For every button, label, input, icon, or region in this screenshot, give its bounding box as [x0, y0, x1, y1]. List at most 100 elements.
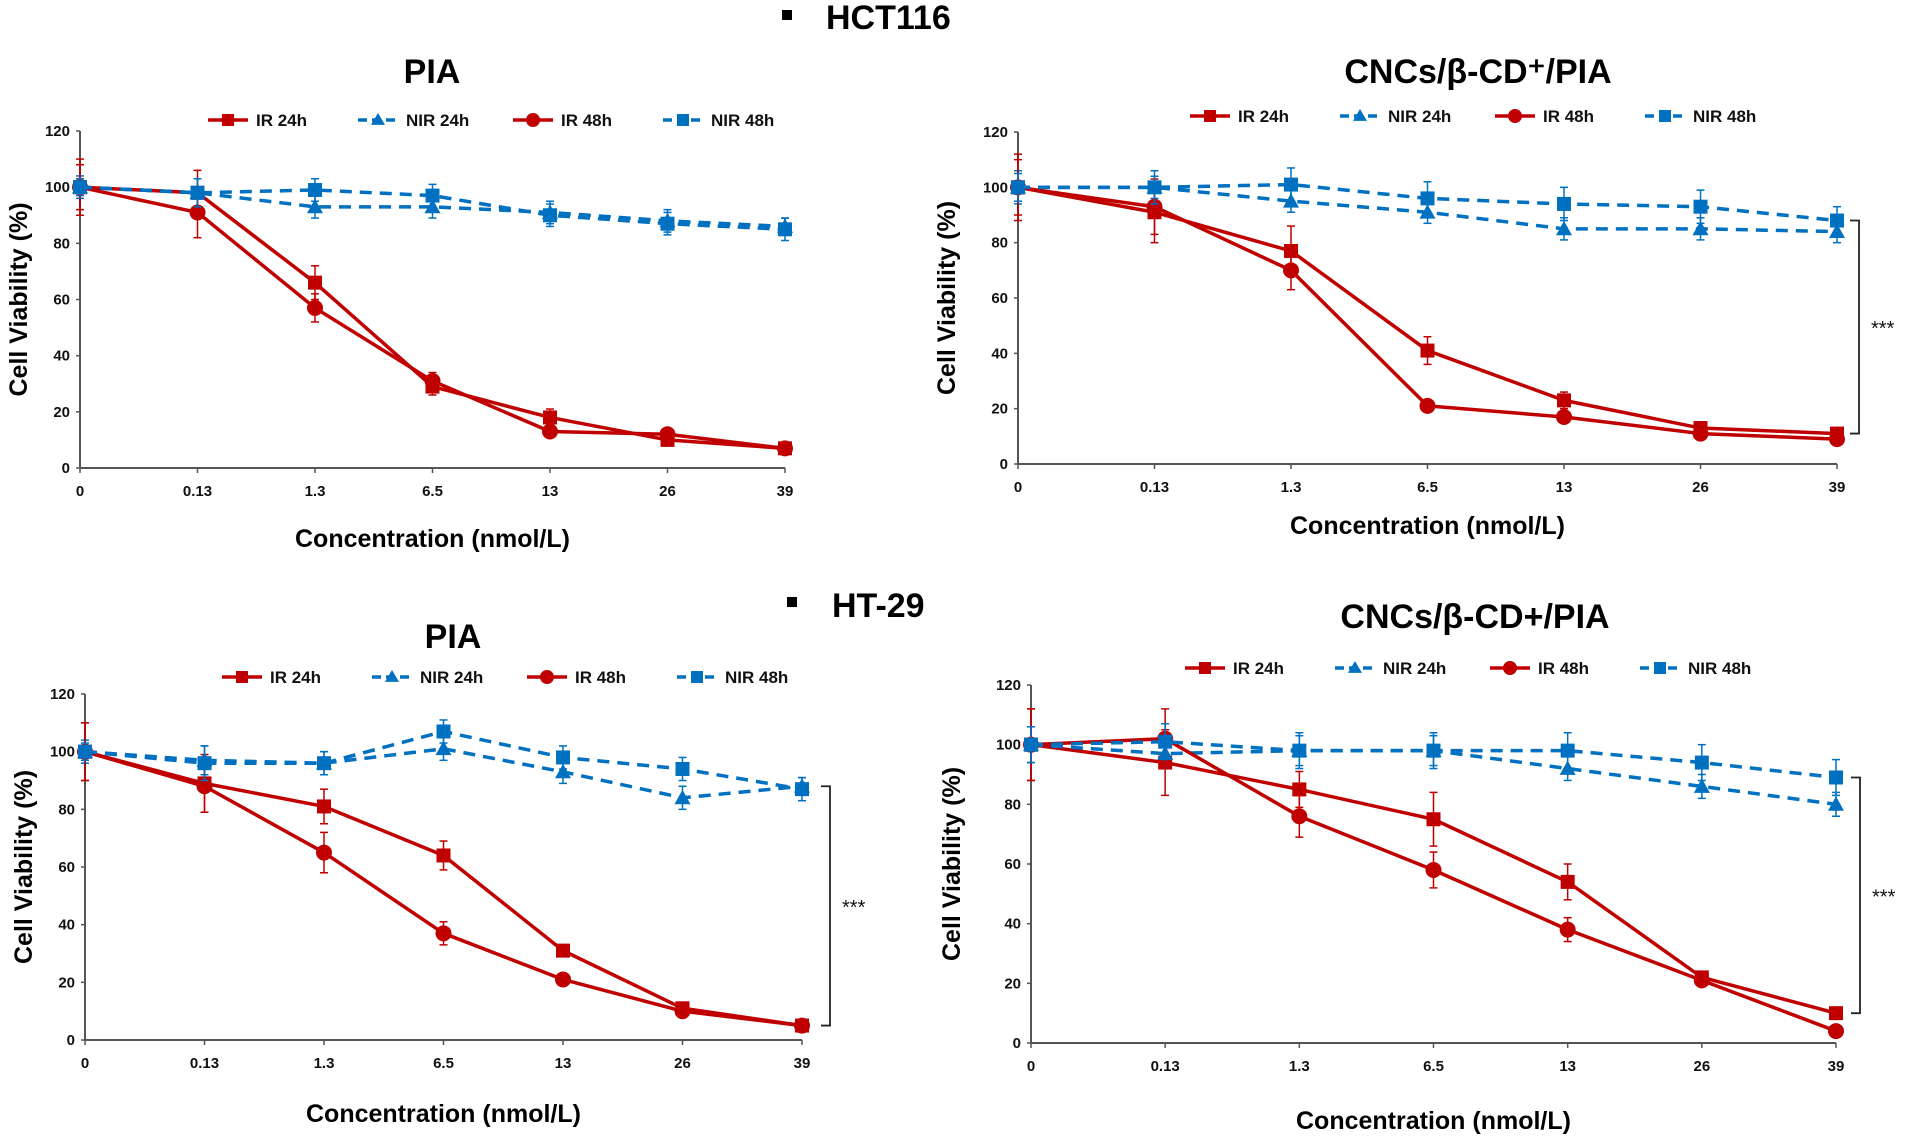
bracket-line — [1851, 776, 1861, 1015]
data-point-circle — [542, 423, 558, 440]
data-point-square — [1426, 812, 1441, 827]
chart-title: PIA — [404, 53, 461, 91]
data-point-circle — [674, 1003, 691, 1020]
legend-label: IR 48h — [575, 668, 626, 687]
series-line — [1017, 185, 1838, 436]
legend-item: NIR 48h — [677, 668, 788, 687]
y-tick-label: 20 — [58, 974, 75, 991]
legend-marker-triangle-icon — [371, 113, 385, 125]
x-tick-label: 6.5 — [422, 483, 443, 500]
series-ir-48h — [77, 722, 810, 1034]
legend-label: NIR 48h — [725, 668, 788, 687]
x-tick-label: 0.13 — [1140, 479, 1169, 496]
y-tick-label: 120 — [50, 686, 75, 703]
x-tick-label: 39 — [794, 1055, 811, 1072]
data-point-triangle — [1692, 220, 1709, 236]
y-tick-label: 80 — [58, 801, 75, 818]
x-tick-label: 6.5 — [1417, 479, 1438, 496]
x-tick-label: 39 — [1829, 479, 1846, 496]
series-ir-24h — [78, 722, 809, 1033]
data-point-square — [1426, 743, 1441, 758]
x-tick-label: 26 — [674, 1055, 691, 1072]
section-title: HT-29 — [832, 587, 925, 625]
data-point-square — [1557, 196, 1571, 211]
x-tick-label: 13 — [1559, 1058, 1576, 1075]
series-line — [79, 185, 786, 451]
x-tick-label: 0 — [81, 1055, 89, 1072]
data-point-circle — [659, 426, 676, 443]
legend-item: NIR 24h — [372, 668, 483, 687]
data-point-circle — [435, 925, 452, 942]
legend-marker-triangle-icon — [385, 670, 399, 682]
data-point-square — [308, 182, 322, 197]
data-point-triangle — [674, 789, 691, 805]
y-tick-label: 20 — [991, 401, 1008, 418]
section-header-hct116: HCT116 — [782, 0, 951, 37]
data-point-square — [1024, 737, 1038, 752]
data-point-circle — [1693, 972, 1710, 989]
data-point-square — [1292, 782, 1307, 797]
section-header-ht29: HT-29 — [787, 587, 925, 625]
data-point-square — [78, 744, 92, 759]
section-bullet-icon — [782, 10, 792, 20]
data-point-square — [1284, 177, 1298, 192]
data-point-square — [1693, 199, 1708, 214]
legend-marker-square-icon — [1654, 662, 1666, 674]
data-point-circle — [1425, 861, 1442, 878]
legend-marker-circle-icon — [1508, 109, 1522, 123]
section-bullet-icon — [787, 597, 797, 607]
y-tick-label: 120 — [983, 124, 1008, 141]
data-point-square — [778, 222, 792, 237]
data-point-triangle — [1556, 220, 1572, 236]
data-point-square — [543, 208, 557, 223]
x-tick-label: 13 — [542, 483, 559, 500]
legend-marker-square-icon — [236, 671, 248, 683]
legend-item: IR 48h — [527, 668, 626, 687]
x-tick-label: 26 — [1692, 479, 1709, 496]
legend-marker-circle-icon — [1503, 661, 1517, 675]
series-line — [79, 185, 786, 451]
y-tick-label: 40 — [991, 345, 1008, 362]
data-point-square — [1011, 180, 1025, 195]
legend-label: NIR 24h — [1383, 659, 1446, 678]
x-tick-label: 39 — [1828, 1058, 1845, 1075]
legend-item: IR 24h — [208, 111, 307, 130]
x-tick-label: 6.5 — [433, 1055, 454, 1072]
y-tick-label: 40 — [58, 917, 75, 934]
data-point-square — [1560, 874, 1575, 889]
x-tick-label: 1.3 — [305, 483, 326, 500]
data-point-square — [556, 750, 570, 765]
significance-label: *** — [842, 897, 866, 919]
y-axis-label: Cell Viability (%) — [938, 767, 966, 961]
legend-item: IR 24h — [1185, 659, 1284, 678]
x-axis-label: Concentration (nmol/L) — [1296, 1107, 1571, 1135]
data-point-circle — [1556, 408, 1572, 425]
data-point-circle — [1291, 808, 1308, 825]
legend-marker-square-icon — [1204, 110, 1216, 122]
legend: IR 24h NIR 24h IR 48h NIR 48h — [1190, 107, 1756, 126]
chart-title: CNCs/β-CD+/PIA — [1340, 598, 1609, 636]
y-tick-label: 20 — [53, 404, 70, 421]
data-point-triangle — [1693, 778, 1710, 793]
legend-item: NIR 48h — [1645, 107, 1756, 126]
legend-marker-triangle-icon — [1348, 661, 1362, 673]
chart-panel-ht29-cncs: CNCs/β-CD+/PIA 0 20 40 60 80 100 120 0 0.13 1.3 6.5… — [938, 598, 1896, 1135]
legend-item: NIR 48h — [663, 111, 774, 130]
y-tick-label: 0 — [1013, 1035, 1021, 1052]
data-point-circle — [794, 1017, 810, 1034]
data-point-square — [1147, 180, 1162, 195]
significance-bracket: *** — [1851, 776, 1896, 1015]
y-tick-label: 40 — [1004, 916, 1021, 933]
data-point-circle — [307, 299, 323, 316]
data-point-square — [543, 410, 557, 425]
significance-label: *** — [1872, 886, 1896, 908]
y-axis-label: Cell Viability (%) — [933, 201, 961, 395]
legend-label: NIR 48h — [711, 111, 774, 130]
x-tick-label: 0.13 — [183, 483, 212, 500]
legend-item: IR 48h — [1495, 107, 1594, 126]
data-point-triangle — [1828, 796, 1844, 811]
data-point-square — [1158, 734, 1173, 749]
data-point-square — [1830, 213, 1844, 228]
x-axis-label: Concentration (nmol/L) — [1290, 512, 1565, 540]
y-tick-label: 100 — [50, 744, 75, 761]
